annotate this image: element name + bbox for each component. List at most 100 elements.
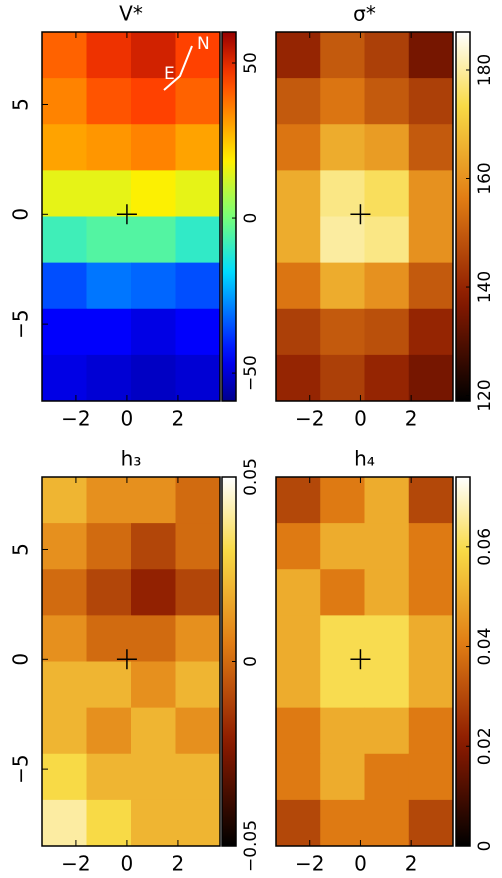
map-cell xyxy=(86,78,132,125)
colorbar-frame xyxy=(455,31,471,402)
map-cell xyxy=(320,707,365,755)
map-cell xyxy=(408,477,454,524)
map-cell xyxy=(320,569,365,616)
map-cell xyxy=(408,262,454,310)
colorbar-tick-label: 140 xyxy=(475,271,495,303)
center-cross xyxy=(350,204,371,225)
map-cell xyxy=(131,216,176,264)
map-cell xyxy=(364,707,410,755)
map-cell xyxy=(408,569,454,616)
map-cell xyxy=(131,661,176,709)
map-cell xyxy=(364,124,410,171)
map-cell xyxy=(320,477,365,524)
map-cell xyxy=(364,32,410,79)
map-cell xyxy=(276,523,321,570)
map-cell xyxy=(320,799,365,847)
map-cell xyxy=(276,124,321,171)
map-cell xyxy=(364,170,410,217)
map-cell xyxy=(175,753,221,801)
map-cell xyxy=(276,707,321,755)
map-cell xyxy=(42,216,87,264)
map-cell xyxy=(175,78,221,125)
map-cell xyxy=(42,78,87,125)
map-cell xyxy=(364,799,410,847)
map-cell xyxy=(408,615,454,662)
colorbar-tick-label: 0 xyxy=(241,213,261,224)
map-cell xyxy=(42,569,87,616)
x-tick-label: 2 xyxy=(405,852,418,876)
map-cell xyxy=(86,354,132,402)
colorbar-tick-label: −0.05 xyxy=(241,820,261,872)
map-cell xyxy=(364,615,410,662)
map-cell xyxy=(320,124,365,171)
map-cell xyxy=(408,78,454,125)
map-cell xyxy=(408,799,454,847)
y-tick-label: 0 xyxy=(9,208,33,221)
map-cell xyxy=(131,170,176,217)
map-cell xyxy=(131,615,176,662)
map-cell xyxy=(131,32,176,79)
map-cell xyxy=(408,170,454,217)
x-tick-label: 0 xyxy=(354,852,367,876)
map-cell xyxy=(320,262,365,310)
colorbar-tick-label: 0.05 xyxy=(241,458,261,496)
map-cell xyxy=(320,523,365,570)
map-cell xyxy=(408,523,454,570)
map-cell xyxy=(131,799,176,847)
map-cell xyxy=(86,753,132,801)
map-cell xyxy=(175,216,221,264)
colorbar-tick-label: 120 xyxy=(475,379,495,411)
map-cell xyxy=(131,124,176,171)
map-cell xyxy=(42,354,87,402)
colorbar-frame xyxy=(455,476,471,847)
map-cell xyxy=(131,354,176,402)
panel: σ* −2 0 2 120 140 160 180 xyxy=(275,2,495,431)
colorbar-tick-label: 0 xyxy=(475,841,495,852)
colorbar xyxy=(456,477,470,846)
colorbar-frame xyxy=(221,31,237,402)
x-tick-label: 0 xyxy=(121,852,134,876)
map-cell xyxy=(175,308,221,356)
map-frame xyxy=(275,31,454,402)
map-cell xyxy=(42,170,87,217)
colorbar-tick-label: 0.02 xyxy=(475,727,495,765)
map-cell xyxy=(42,262,87,310)
map-cell xyxy=(42,124,87,171)
map-cell xyxy=(276,799,321,847)
x-tick-label: 0 xyxy=(354,407,367,431)
map-cell xyxy=(408,32,454,79)
map-cell xyxy=(131,308,176,356)
map-cell xyxy=(86,308,132,356)
map-cell xyxy=(320,308,365,356)
map-cell xyxy=(276,308,321,356)
map-cell xyxy=(408,707,454,755)
colorbar-tick-label: 50 xyxy=(241,52,261,74)
map-cell xyxy=(175,707,221,755)
map-cell xyxy=(320,354,365,402)
x-tick-label: 0 xyxy=(121,407,134,431)
x-tick-label: −2 xyxy=(61,852,90,876)
x-tick-label: 2 xyxy=(172,407,185,431)
map-cell xyxy=(42,615,87,662)
map-frame xyxy=(41,476,221,847)
map-cell xyxy=(408,354,454,402)
map-cell xyxy=(276,216,321,264)
compass-east: E xyxy=(164,64,175,84)
compass-north: N xyxy=(197,34,210,54)
map-cell xyxy=(86,170,132,217)
map-cell xyxy=(131,523,176,570)
map-cell xyxy=(42,32,87,79)
map-cell xyxy=(42,661,87,709)
y-tick-label: −5 xyxy=(9,309,33,338)
map-cell xyxy=(320,661,365,709)
panel-title: h₄ xyxy=(354,447,375,471)
map-cell xyxy=(86,32,132,79)
map-cell xyxy=(276,661,321,709)
map-cell xyxy=(364,523,410,570)
map-cell xyxy=(42,477,87,524)
map-cell xyxy=(131,707,176,755)
center-cross xyxy=(350,649,371,670)
map-cell xyxy=(86,124,132,171)
